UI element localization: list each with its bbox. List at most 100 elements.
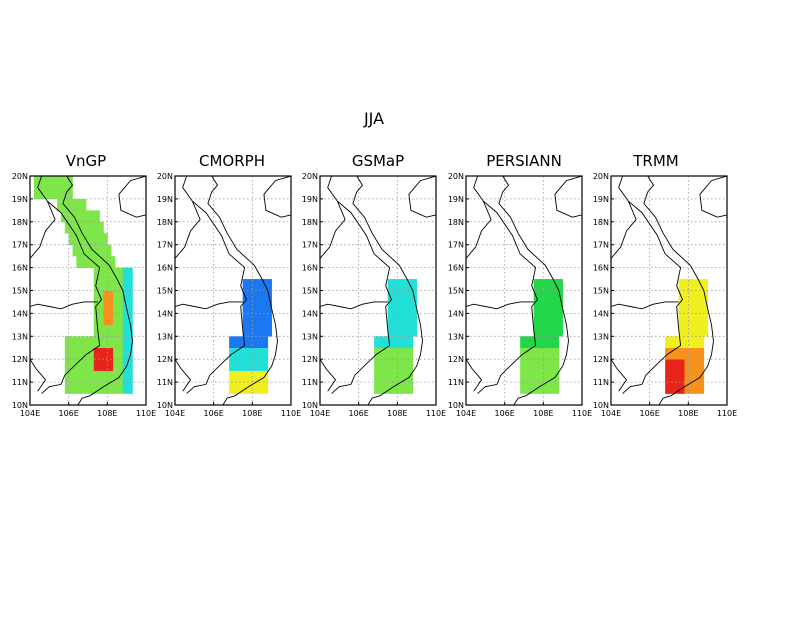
precip-cell [533, 301, 544, 314]
precip-cell [248, 359, 259, 371]
precip-cell [374, 359, 385, 371]
lat-tick-label: 19N [448, 195, 464, 204]
precip-cell [665, 336, 676, 349]
precip-cell [678, 290, 689, 303]
precip-cell [543, 313, 554, 326]
precip-cell [407, 313, 417, 326]
lon-tick-label: 108E [533, 409, 553, 418]
coastline [327, 176, 393, 394]
precip-cell [694, 359, 705, 371]
precip-cell [553, 279, 563, 291]
precip-cell [242, 279, 253, 291]
precip-cell [89, 210, 100, 223]
lat-tick-label: 20N [157, 172, 173, 181]
precip-cell [122, 267, 133, 280]
precip-cell [374, 382, 385, 394]
lat-tick-label: 10N [593, 401, 609, 410]
lat-tick-label: 19N [593, 195, 609, 204]
precip-cell [698, 301, 708, 314]
precip-cell [539, 347, 550, 360]
precip-cell [397, 313, 408, 326]
precip-cell [93, 221, 104, 234]
precip-cell [74, 347, 85, 360]
precip-cell [529, 382, 540, 394]
precip-cell [93, 347, 104, 360]
precip-cell [529, 370, 540, 383]
precip-cell [549, 347, 560, 360]
lat-tick-label: 18N [448, 218, 464, 227]
precip-cell [549, 382, 560, 394]
precip-cell [122, 301, 133, 314]
coastline [408, 176, 436, 218]
precip-cell [529, 359, 540, 371]
precip-cell [665, 359, 676, 371]
precip-cell [397, 301, 408, 314]
precip-cell [62, 176, 73, 188]
precip-cell [539, 359, 550, 371]
lon-tick-label: 104E [165, 409, 185, 418]
lat-tick-label: 17N [593, 241, 609, 250]
precip-cell [698, 290, 708, 303]
coastline [320, 201, 346, 259]
coastline [466, 358, 483, 392]
precip-cell [688, 313, 699, 326]
lat-tick-label: 12N [157, 355, 173, 364]
precip-cell [53, 187, 64, 200]
precip-cell [103, 370, 114, 383]
precip-cell [387, 324, 398, 337]
precip-cell [258, 370, 269, 383]
coastline [611, 201, 637, 259]
precip-cell [262, 301, 272, 314]
lat-tick-label: 15N [593, 287, 609, 296]
lat-tick-label: 12N [448, 355, 464, 364]
precip-cell [248, 347, 259, 360]
precip-cell [383, 347, 394, 360]
precip-cell [95, 256, 106, 268]
lat-tick-label: 16N [593, 264, 609, 273]
lon-tick-label: 110E [136, 409, 156, 418]
precip-cell [262, 279, 272, 291]
precip-cell [262, 324, 272, 337]
lat-tick-label: 12N [12, 355, 28, 364]
precip-cell [80, 210, 91, 223]
precip-cell [393, 382, 404, 394]
precip-cell [88, 233, 98, 245]
lat-tick-label: 12N [593, 355, 609, 364]
lat-tick-label: 19N [157, 195, 173, 204]
coastline [611, 301, 679, 310]
panel-title-vngp: VnGP [66, 152, 106, 170]
lat-tick-label: 18N [12, 218, 28, 227]
precip-cell [262, 313, 272, 326]
precip-cell [229, 370, 240, 383]
precip-cell [688, 324, 699, 337]
lon-tick-label: 110E [426, 409, 446, 418]
precip-cell [553, 313, 563, 326]
precip-cell [113, 301, 124, 314]
precip-cell [122, 324, 133, 337]
precip-cell [43, 187, 54, 200]
precip-cell [229, 359, 240, 371]
panel-cmorph: CMORPH 20N 19N 18N 17N 16N 15N 14N 13N 12N 11N 10N… [157, 152, 301, 418]
lon-tick-label: 106E [59, 409, 79, 418]
lat-tick-label: 14N [302, 309, 318, 318]
precip-cell [229, 382, 240, 394]
precip-cell [539, 370, 550, 383]
coastline [498, 176, 569, 405]
panel-title-gsmap: GSMaP [352, 152, 404, 170]
coastline [30, 301, 98, 310]
coastline [37, 176, 103, 394]
precip-cell [374, 370, 385, 383]
precip-cell [688, 279, 699, 291]
precip-cell [122, 313, 133, 326]
lat-tick-label: 10N [302, 401, 318, 410]
precip-cell [76, 256, 87, 268]
precip-cell [258, 336, 269, 349]
precip-cell [252, 301, 263, 314]
lat-tick-label: 19N [12, 195, 28, 204]
precip-cell [76, 198, 87, 211]
lat-tick-label: 13N [12, 332, 28, 341]
precip-cell [553, 324, 563, 337]
precip-cell [238, 370, 249, 383]
precip-cell [684, 382, 695, 394]
precip-cell [238, 347, 249, 360]
